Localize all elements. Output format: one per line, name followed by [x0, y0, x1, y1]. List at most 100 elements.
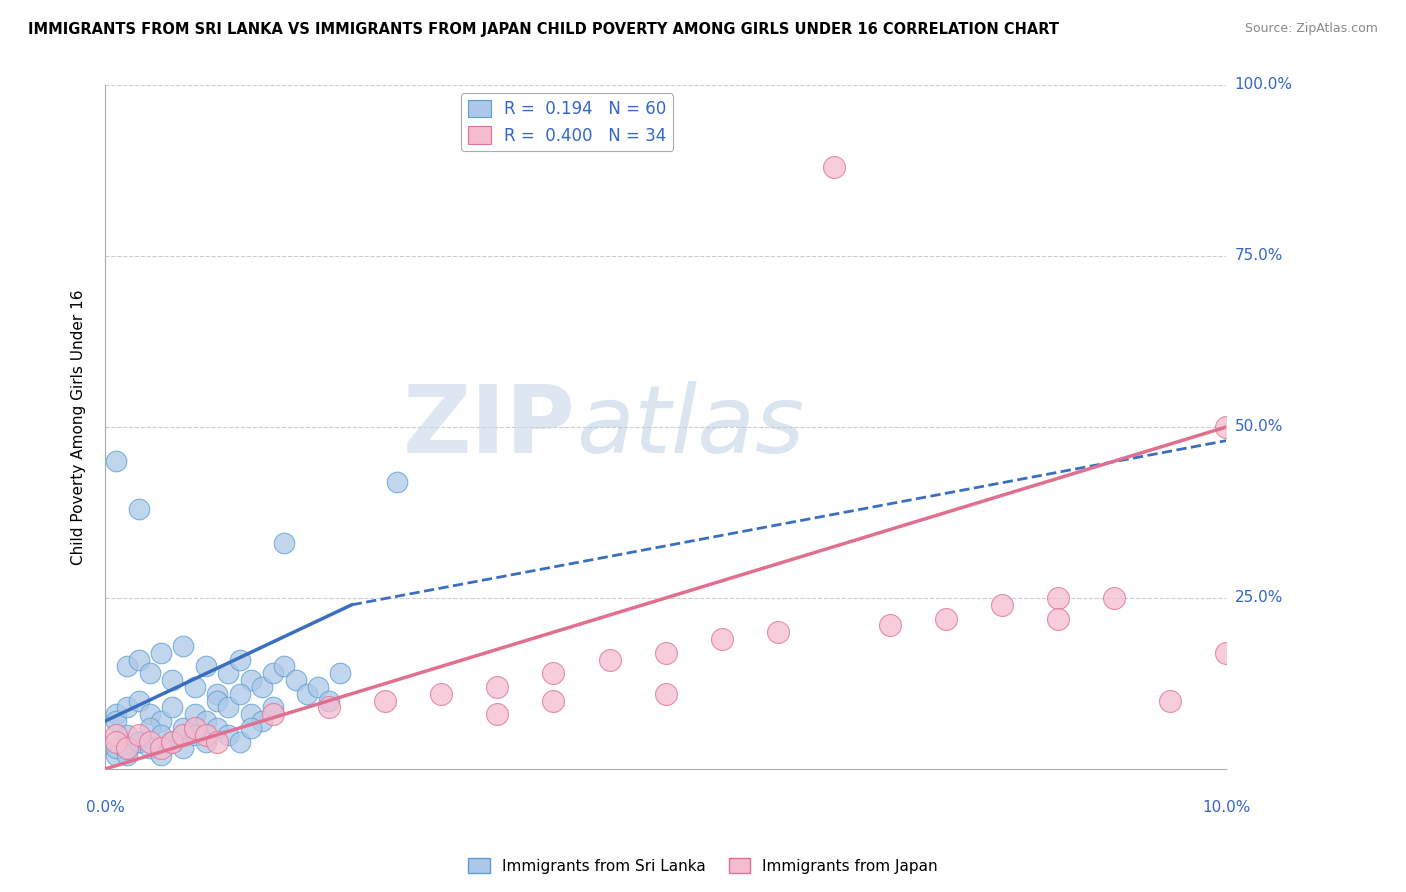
Text: 0.0%: 0.0%	[86, 799, 124, 814]
Point	[105, 454, 128, 468]
Point	[183, 680, 205, 694]
Point	[205, 734, 228, 748]
Point	[162, 734, 184, 748]
Text: 75.0%: 75.0%	[1234, 249, 1282, 263]
Point	[318, 700, 340, 714]
Point	[228, 652, 250, 666]
Point	[105, 707, 128, 722]
Text: atlas: atlas	[576, 382, 804, 473]
Point	[239, 707, 262, 722]
Point	[543, 693, 565, 707]
Point	[543, 666, 565, 681]
Point	[183, 721, 205, 735]
Point	[150, 728, 173, 742]
Point	[139, 666, 162, 681]
Point	[1215, 420, 1237, 434]
Point	[128, 734, 150, 748]
Point	[117, 728, 139, 742]
Point	[879, 618, 901, 632]
Point	[1159, 693, 1181, 707]
Point	[385, 475, 408, 489]
Point	[262, 700, 284, 714]
Text: 10.0%: 10.0%	[1202, 799, 1250, 814]
Point	[228, 687, 250, 701]
Point	[991, 598, 1014, 612]
Text: 25.0%: 25.0%	[1234, 591, 1282, 606]
Point	[1102, 591, 1125, 605]
Point	[205, 721, 228, 735]
Point	[117, 659, 139, 673]
Point	[128, 652, 150, 666]
Point	[486, 680, 509, 694]
Point	[430, 687, 453, 701]
Point	[105, 728, 128, 742]
Y-axis label: Child Poverty Among Girls Under 16: Child Poverty Among Girls Under 16	[72, 289, 86, 565]
Text: 50.0%: 50.0%	[1234, 419, 1282, 434]
Point	[105, 714, 128, 728]
Point	[128, 728, 150, 742]
Point	[128, 693, 150, 707]
Point	[329, 666, 352, 681]
Point	[139, 707, 162, 722]
Point	[935, 611, 957, 625]
Point	[117, 700, 139, 714]
Point	[823, 160, 845, 174]
Point	[217, 700, 239, 714]
Point	[150, 741, 173, 756]
Legend: R =  0.194   N = 60, R =  0.400   N = 34: R = 0.194 N = 60, R = 0.400 N = 34	[461, 94, 673, 152]
Point	[273, 659, 295, 673]
Point	[117, 741, 139, 756]
Text: ZIP: ZIP	[404, 381, 576, 473]
Point	[105, 734, 128, 748]
Point	[162, 673, 184, 687]
Point	[194, 728, 217, 742]
Point	[599, 652, 621, 666]
Point	[162, 700, 184, 714]
Text: IMMIGRANTS FROM SRI LANKA VS IMMIGRANTS FROM JAPAN CHILD POVERTY AMONG GIRLS UND: IMMIGRANTS FROM SRI LANKA VS IMMIGRANTS …	[28, 22, 1059, 37]
Point	[150, 646, 173, 660]
Point	[239, 721, 262, 735]
Point	[284, 673, 307, 687]
Point	[183, 707, 205, 722]
Point	[194, 714, 217, 728]
Point	[250, 714, 273, 728]
Point	[150, 714, 173, 728]
Point	[217, 666, 239, 681]
Point	[318, 693, 340, 707]
Point	[105, 748, 128, 763]
Point	[1215, 646, 1237, 660]
Point	[307, 680, 329, 694]
Point	[250, 680, 273, 694]
Point	[183, 728, 205, 742]
Point	[105, 741, 128, 756]
Point	[194, 734, 217, 748]
Point	[239, 673, 262, 687]
Point	[228, 734, 250, 748]
Point	[205, 687, 228, 701]
Point	[217, 728, 239, 742]
Point	[172, 741, 194, 756]
Point	[1047, 591, 1070, 605]
Point	[205, 693, 228, 707]
Point	[654, 687, 676, 701]
Point	[766, 625, 789, 640]
Point	[128, 734, 150, 748]
Point	[128, 502, 150, 516]
Point	[162, 734, 184, 748]
Point	[654, 646, 676, 660]
Point	[162, 734, 184, 748]
Text: 100.0%: 100.0%	[1234, 78, 1292, 93]
Point	[1047, 611, 1070, 625]
Point	[139, 734, 162, 748]
Point	[139, 741, 162, 756]
Point	[374, 693, 396, 707]
Point	[172, 721, 194, 735]
Point	[710, 632, 733, 646]
Text: Source: ZipAtlas.com: Source: ZipAtlas.com	[1244, 22, 1378, 36]
Point	[117, 741, 139, 756]
Point	[273, 536, 295, 550]
Legend: Immigrants from Sri Lanka, Immigrants from Japan: Immigrants from Sri Lanka, Immigrants fr…	[463, 852, 943, 880]
Point	[139, 721, 162, 735]
Point	[117, 748, 139, 763]
Point	[172, 639, 194, 653]
